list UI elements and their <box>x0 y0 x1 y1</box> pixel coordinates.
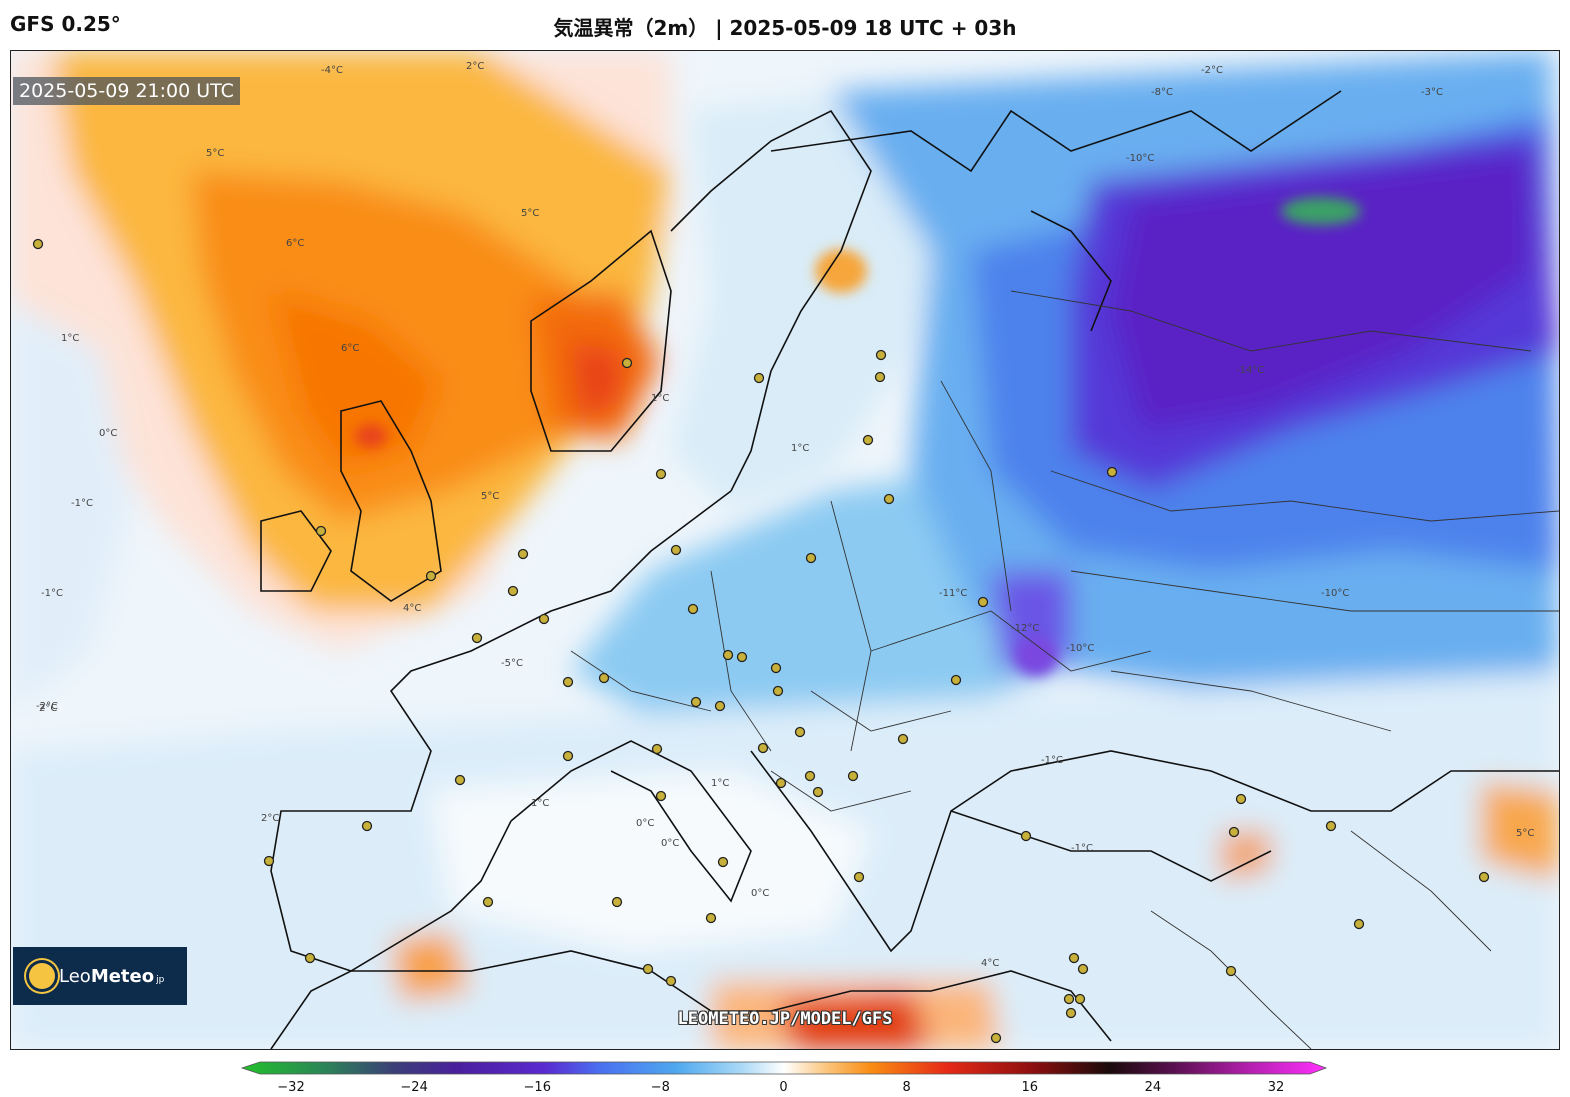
contour-label: -2°C <box>1201 65 1223 76</box>
colorbar-tick: −16 <box>523 1080 551 1095</box>
contour-label: -10°C <box>1066 643 1094 654</box>
logo-suffix: jp <box>156 975 165 985</box>
sun-icon <box>29 963 55 989</box>
contour-label: 5°C <box>521 208 539 219</box>
colorbar-tick: 24 <box>1144 1080 1162 1095</box>
contour-label: -12°C <box>1011 623 1039 634</box>
contour-label: 5°C <box>481 491 499 502</box>
colorbar-tick: −32 <box>277 1080 305 1095</box>
colorbar <box>240 1061 1328 1075</box>
contour-label: 1°C <box>791 443 809 454</box>
logo-name-light: Leo <box>59 965 91 987</box>
leometeo-logo: Leo Meteo jp <box>13 947 187 1005</box>
contour-label: 0°C <box>751 888 769 899</box>
colorbar-tick: 8 <box>902 1080 911 1095</box>
contour-label: -1°C <box>1071 843 1093 854</box>
contour-label: 4°C <box>981 958 999 969</box>
contour-label: -1°C <box>71 498 93 509</box>
contour-label: 1°C <box>61 333 79 344</box>
contour-label: -1°C <box>41 588 63 599</box>
temperature-anomaly-map: -4°C -2°C -8°C -3°C 2°C 5°C 6°C 6°C 5°C … <box>10 50 1560 1050</box>
colorbar-tick: −8 <box>650 1080 670 1095</box>
contour-label: 0°C <box>636 818 654 829</box>
contour-label: 6°C <box>341 343 359 354</box>
colorbar-tick: 32 <box>1267 1080 1285 1095</box>
contour-label: 0°C <box>99 428 117 439</box>
contour-label: 1°C <box>711 778 729 789</box>
credit-url: LEOMETEO.JP/MODEL/GFS <box>677 1009 893 1029</box>
contour-label: 4°C <box>403 603 421 614</box>
contour-label: -14°C <box>1236 365 1264 376</box>
map-title: 気温異常（2m） | 2025-05-09 18 UTC + 03h <box>553 16 1017 40</box>
contour-label: 6°C <box>286 238 304 249</box>
colorbar-tick: 16 <box>1021 1080 1039 1095</box>
contour-label: -8°C <box>1151 87 1173 98</box>
contour-label: -10°C <box>1126 153 1154 164</box>
contour-label: -1°C <box>1041 755 1063 766</box>
contour-label: 2°C <box>39 703 57 714</box>
contour-label: 1°C <box>651 393 669 404</box>
model-label: GFS 0.25° <box>10 12 121 36</box>
contour-label: -3°C <box>1421 87 1443 98</box>
contour-label: -5°C <box>501 658 523 669</box>
colorbar-tick: 0 <box>779 1080 788 1095</box>
contour-label: 5°C <box>1516 828 1534 839</box>
colorbar-tick: −24 <box>400 1080 428 1095</box>
logo-name-bold: Meteo <box>90 965 155 987</box>
contour-label: 2°C <box>466 61 484 72</box>
contour-label: 5°C <box>206 148 224 159</box>
contour-label: 1°C <box>531 798 549 809</box>
valid-time-label: 2025-05-09 21:00 UTC <box>13 77 240 105</box>
contour-label: -4°C <box>321 65 343 76</box>
contour-label: -11°C <box>939 588 967 599</box>
anomaly-field: -4°C -2°C -8°C -3°C 2°C 5°C 6°C 6°C 5°C … <box>11 51 1559 1049</box>
contour-label: -2°C <box>36 701 58 712</box>
contour-label: 2°C <box>261 813 279 824</box>
contour-label: -10°C <box>1321 588 1349 599</box>
contour-label: 0°C <box>661 838 679 849</box>
